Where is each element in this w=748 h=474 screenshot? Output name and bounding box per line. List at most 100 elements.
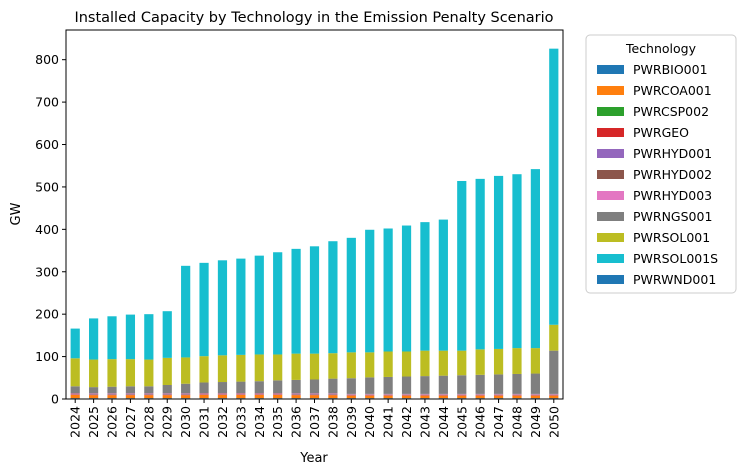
- y-tick-label: 700: [35, 95, 59, 110]
- legend-label-pwrngs001: PWRNGS001: [633, 209, 712, 224]
- legend-label-pwrcsp002: PWRCSP002: [633, 104, 709, 119]
- bar-pwrcoa001-2031: [199, 394, 209, 399]
- bar-pwrngs001-2040: [365, 377, 375, 394]
- x-axis-label: Year: [299, 451, 328, 466]
- x-axis: 2024 2025 2026 2027 2028 2029 2030 2031 2032 2033…: [68, 399, 561, 438]
- legend-label-pwrcoa001: PWRCOA001: [633, 83, 712, 98]
- bar-pwrngs001-2046: [475, 374, 485, 394]
- x-tick-label: 2039: [344, 406, 359, 438]
- legend-label-pwrgeo: PWRGEO: [633, 125, 689, 140]
- bar-pwrcoa001-2036: [291, 395, 301, 399]
- legend-title: Technology: [625, 41, 697, 56]
- legend-label-pwrwnd001: PWRWND001: [633, 272, 716, 287]
- bar-pwrngs001-2027: [125, 386, 136, 394]
- bar-pwrcoa001-2026: [107, 395, 117, 399]
- bar-pwrcoa001-2040: [365, 395, 375, 399]
- x-tick-label: 2050: [546, 406, 561, 438]
- bar-pwrsol001-2043: [420, 350, 430, 377]
- legend-label-pwrsol001s: PWRSOL001S: [633, 251, 718, 266]
- bar-pwrngs001-2026: [107, 386, 117, 394]
- legend-label-pwrbio001: PWRBIO001: [633, 62, 708, 77]
- bar-pwrsol001s-2039: [346, 237, 356, 353]
- x-tick-label: 2042: [399, 406, 414, 438]
- bar-pwrsol001s-2036: [291, 248, 301, 354]
- x-tick-label: 2043: [417, 406, 432, 438]
- chart-title: Installed Capacity by Technology in the …: [74, 10, 553, 26]
- bar-pwrsol001s-2043: [420, 222, 430, 351]
- x-tick-label: 2026: [105, 406, 120, 438]
- bar-pwrsol001-2038: [328, 353, 338, 379]
- bar-pwrsol001s-2035: [273, 252, 283, 355]
- bar-pwrsol001-2035: [273, 354, 283, 381]
- x-tick-label: 2046: [473, 406, 488, 438]
- legend-swatch-pwrhyd001: [597, 149, 624, 158]
- bar-pwrcoa001-2042: [401, 395, 412, 399]
- legend-swatch-pwrhyd002: [597, 170, 624, 179]
- bar-pwrcoa001-2035: [273, 394, 283, 399]
- legend-swatch-pwrbio001: [597, 65, 624, 74]
- bar-pwrcoa001-2043: [420, 395, 430, 399]
- bar-pwrsol001-2032: [217, 355, 228, 383]
- legend-swatch-pwrsol001s: [597, 254, 624, 263]
- bar-pwrcoa001-2044: [438, 395, 448, 399]
- bar-pwrsol001-2041: [383, 351, 393, 377]
- bar-pwrsol001-2027: [125, 359, 136, 387]
- bar-pwrsol001s-2027: [125, 314, 136, 360]
- x-tick-label: 2031: [197, 406, 212, 438]
- bar-pwrngs001-2030: [181, 383, 191, 394]
- bar-pwrsol001s-2042: [401, 225, 412, 352]
- bar-pwrngs001-2024: [70, 386, 80, 394]
- x-tick-label: 2024: [68, 406, 83, 438]
- y-tick-label: 200: [35, 307, 59, 322]
- x-tick-label: 2028: [141, 406, 156, 438]
- bar-pwrsol001s-2025: [89, 318, 99, 360]
- x-tick-label: 2040: [362, 406, 377, 438]
- legend-label-pwrhyd001: PWRHYD001: [633, 146, 712, 161]
- y-tick-label: 300: [35, 264, 59, 279]
- bar-pwrngs001-2035: [273, 380, 283, 394]
- bar-pwrcoa001-2028: [144, 395, 154, 399]
- bar-pwrsol001s-2041: [383, 228, 393, 352]
- legend-items: PWRBIO001 PWRCOA001 PWRCSP002 PWRGEO PWRHYD0…: [597, 62, 718, 287]
- bar-pwrcoa001-2034: [254, 394, 264, 399]
- x-tick-label: 2035: [270, 406, 285, 438]
- y-tick-label: 400: [35, 222, 59, 237]
- bar-pwrcoa001-2050: [549, 395, 559, 399]
- x-tick-label: 2032: [215, 406, 230, 438]
- bar-pwrngs001-2032: [217, 382, 228, 394]
- bar-pwrngs001-2039: [346, 378, 356, 394]
- bar-pwrsol001-2050: [549, 324, 559, 351]
- bar-pwrngs001-2031: [199, 382, 209, 394]
- bar-pwrngs001-2037: [309, 379, 320, 394]
- y-tick-label: 500: [35, 179, 59, 194]
- bar-pwrsol001s-2032: [217, 260, 228, 356]
- bar-pwrsol001-2034: [254, 354, 264, 382]
- bar-pwrsol001-2029: [162, 357, 172, 385]
- bar-pwrsol001s-2045: [457, 180, 467, 351]
- legend-swatch-pwrgeo: [597, 128, 624, 137]
- bar-pwrcoa001-2033: [236, 394, 246, 399]
- x-tick-label: 2038: [325, 406, 340, 438]
- bar-pwrsol001-2048: [512, 348, 522, 374]
- bar-pwrngs001-2038: [328, 378, 338, 394]
- bar-pwrsol001s-2046: [475, 178, 485, 350]
- bar-pwrsol001s-2026: [107, 316, 117, 360]
- bar-pwrngs001-2034: [254, 381, 264, 394]
- bar-pwrsol001s-2038: [328, 241, 338, 354]
- x-tick-label: 2034: [252, 406, 267, 438]
- bar-pwrcoa001-2047: [493, 395, 504, 399]
- bar-pwrngs001-2041: [383, 376, 393, 394]
- legend-swatch-pwrcoa001: [597, 86, 624, 95]
- bar-pwrsol001s-2033: [236, 258, 246, 355]
- bar-pwrngs001-2049: [530, 373, 540, 394]
- y-tick-label: 100: [35, 349, 59, 364]
- bar-pwrsol001-2030: [181, 357, 191, 384]
- legend-swatch-pwrcsp002: [597, 107, 624, 116]
- bar-pwrcoa001-2029: [162, 395, 172, 399]
- bar-pwrcoa001-2039: [346, 395, 356, 399]
- bar-pwrsol001-2039: [346, 352, 356, 379]
- bar-pwrsol001s-2028: [144, 314, 154, 360]
- x-tick-label: 2048: [509, 406, 524, 438]
- bar-pwrsol001s-2037: [309, 246, 320, 354]
- x-tick-label: 2030: [178, 406, 193, 438]
